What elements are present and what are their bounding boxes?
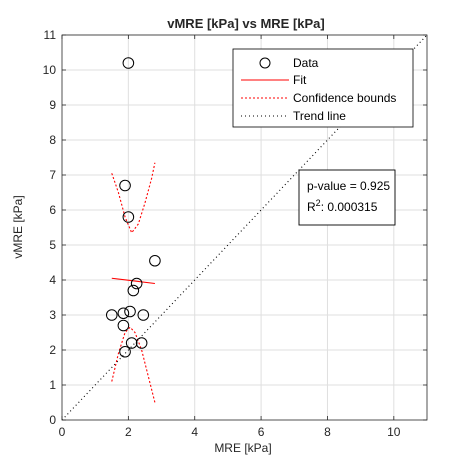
data-point [122,57,135,69]
data-point [117,307,130,320]
axes: 0 2 4 6 8 10 0 1 2 3 4 5 6 7 8 9 10 11 [43,28,428,439]
data-point [137,309,150,321]
y-tick-label: 0 [49,413,56,427]
chart-title: vMRE [kPa] vs MRE [kPa] [167,16,325,31]
y-tick-label: 2 [49,343,56,357]
y-axis-label: vMRE [kPa] [11,195,25,258]
axes-box [61,34,428,421]
data-point [117,319,130,332]
annotation-frame [298,169,396,226]
y-tick-label: 5 [49,238,56,252]
legend-data-marker [259,57,271,69]
x-tick-label: 2 [125,425,132,439]
x-tick-label: 8 [324,425,331,439]
data-point [149,254,161,267]
plot-area [61,34,428,421]
data-point [135,337,148,349]
data-point [125,337,138,349]
y-tick-label: 8 [49,133,56,147]
y-tick-label: 9 [49,98,56,112]
legend-label-fit: Fit [293,73,307,87]
y-tick-label: 3 [49,308,56,322]
data-point [119,345,131,358]
x-tick-label: 4 [191,425,198,439]
series-line-trend-line [61,34,428,421]
data-point [105,309,118,321]
y-tick-label: 1 [49,378,56,392]
data-point [119,179,131,192]
y-tick-label: 7 [49,168,56,182]
legend-box [232,48,414,128]
y-tick-label: 6 [49,203,56,217]
x-axis-label: MRE [kPa] [214,441,271,455]
x-tick-label: 6 [258,425,265,439]
series-line-confidence-bounds [111,162,156,234]
annotation-r2-sup: 2 [316,198,321,208]
data-point [124,305,136,318]
annotation-r2-suffix: : 0.000315 [321,200,378,214]
annotation-box: p-value = 0.925 R2: 0.000315 [298,169,396,226]
x-tick-label: 10 [387,425,401,439]
data-point [130,277,143,290]
annotation-r2-prefix: R [307,200,316,214]
legend-label-data: Data [293,56,319,70]
series-line-fit [111,277,155,285]
y-tick-label: 11 [44,28,57,42]
y-tick-label: 10 [43,63,57,77]
data-point [122,211,135,223]
legend-label-trend: Trend line [293,109,346,123]
annotation-pvalue: p-value = 0.925 [307,179,390,193]
y-tick-label: 4 [49,273,56,287]
data-point [127,284,140,297]
legend: Data Fit Confidence bounds Trend line [232,48,414,128]
legend-label-confidence: Confidence bounds [293,91,396,105]
x-tick-label: 0 [59,425,66,439]
annotation-r2: R2: 0.000315 [307,198,378,214]
